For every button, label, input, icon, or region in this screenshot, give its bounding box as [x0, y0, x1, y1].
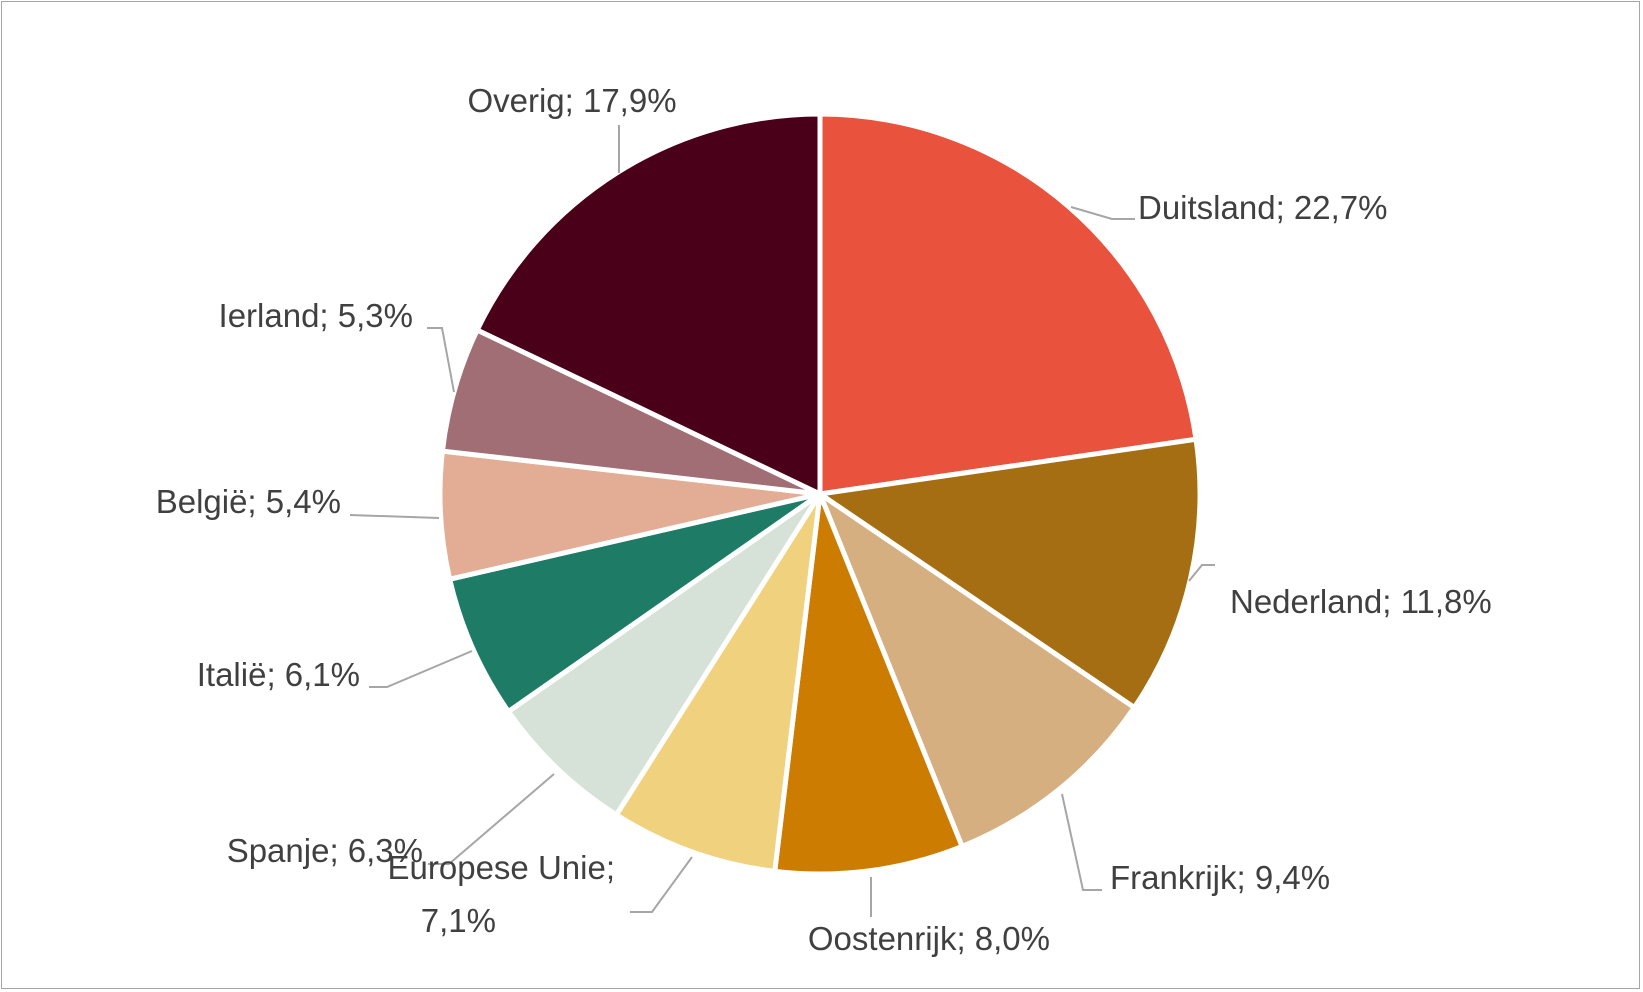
pie-slice-italie [446, 491, 822, 716]
data-label-line: Europese Unie; [388, 849, 615, 886]
data-label-line: 7,1% [421, 902, 496, 939]
pie-slice-spanje [504, 491, 823, 819]
data-label-nederland: Nederland; 11,8% [1230, 583, 1492, 620]
pie-slice-duitsland [817, 111, 1199, 497]
leader-line-ierland [427, 327, 455, 393]
pie-slice-europese-unie [612, 492, 823, 875]
pie-slice-frankrijk [814, 487, 1138, 850]
leader-line-frankrijk [1061, 793, 1102, 891]
data-label-oostenrijk: Oostenrijk; 8,0% [808, 920, 1050, 957]
data-label-europese-unie: Europese Unie; 7,1% [388, 849, 615, 939]
leader-line-europese-unie [630, 856, 693, 913]
leader-line-nederland [1188, 564, 1215, 582]
leader-lines [349, 125, 1215, 917]
data-label-frankrijk: Frankrijk; 9,4% [1110, 859, 1330, 896]
data-label-spanje: Spanje; 6,3% [227, 832, 423, 869]
data-label-duitsland: Duitsland; 22,7% [1138, 189, 1387, 226]
leader-line-duitsland [1070, 206, 1135, 220]
leader-line-italie [369, 650, 473, 688]
leader-line-belgie [349, 514, 440, 519]
data-label-italie: Italië; 6,1% [197, 656, 360, 693]
data-label-ierland: Ierland; 5,3% [219, 297, 413, 334]
data-labels: Duitsland; 22,7% Nederland; 11,8% Frankrij… [156, 82, 1492, 957]
pie-slice-overig [473, 111, 823, 498]
data-label-belgie: België; 5,4% [156, 483, 341, 520]
pie-slice-oostenrijk [771, 493, 966, 877]
pie-slices [437, 111, 1203, 877]
leader-line-spanje [428, 773, 555, 865]
data-label-overig: Overig; 17,9% [467, 82, 676, 119]
